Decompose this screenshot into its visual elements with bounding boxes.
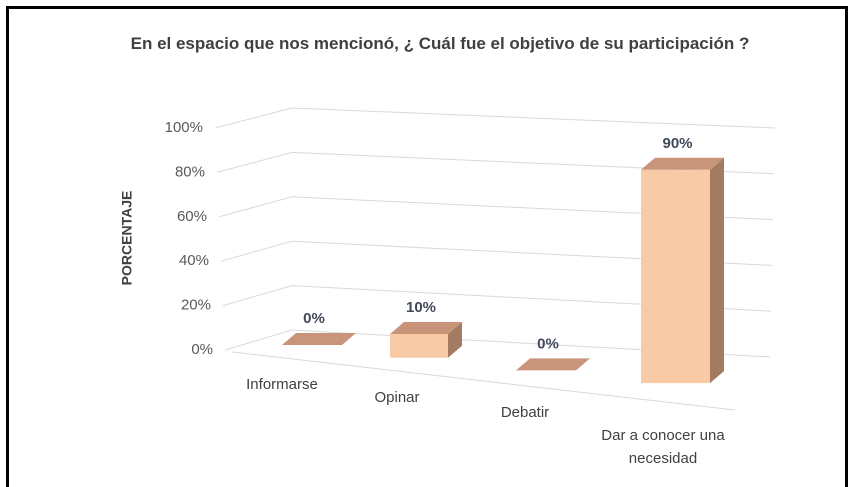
bar [390,322,462,358]
y-tick-label: 60% [177,208,207,225]
bar [282,333,356,345]
y-tick-label: 20% [181,297,211,314]
grid-line [214,107,776,129]
bar-front [641,169,710,384]
x-tick-label: Opinar [374,389,420,406]
floor-line [231,351,736,411]
value-label: 90% [662,135,692,152]
y-tick-label: 0% [191,341,213,358]
bar-side [710,157,724,384]
x-tick-label: Dar a conocer una necesidad [601,427,725,467]
y-tick-label: 40% [179,252,209,269]
bar [516,358,590,371]
y-tick-label: 100% [165,119,203,136]
bar-front [390,334,448,358]
frame [6,6,848,487]
x-tick-label: Debatir [500,404,550,421]
chart-title: En el espacio que nos mencionó, ¿ Cuál f… [130,34,750,53]
grid-line [218,196,774,221]
x-tick-label: Informarse [246,376,318,393]
bar-top [390,322,462,334]
y-axis-label: PORCENTAJE [119,191,135,286]
y-tick-label: 80% [175,163,205,180]
value-label: 10% [406,299,436,316]
bar-top [516,358,590,371]
grid-line [222,285,772,312]
grid-line [224,329,771,358]
bar-side [448,322,462,358]
grid-line [216,151,775,175]
bar-top [641,157,724,170]
bar [641,157,724,384]
value-label: 0% [537,335,559,352]
value-label: 0% [303,310,325,327]
bar-top [282,333,356,345]
grid-line [220,240,773,266]
